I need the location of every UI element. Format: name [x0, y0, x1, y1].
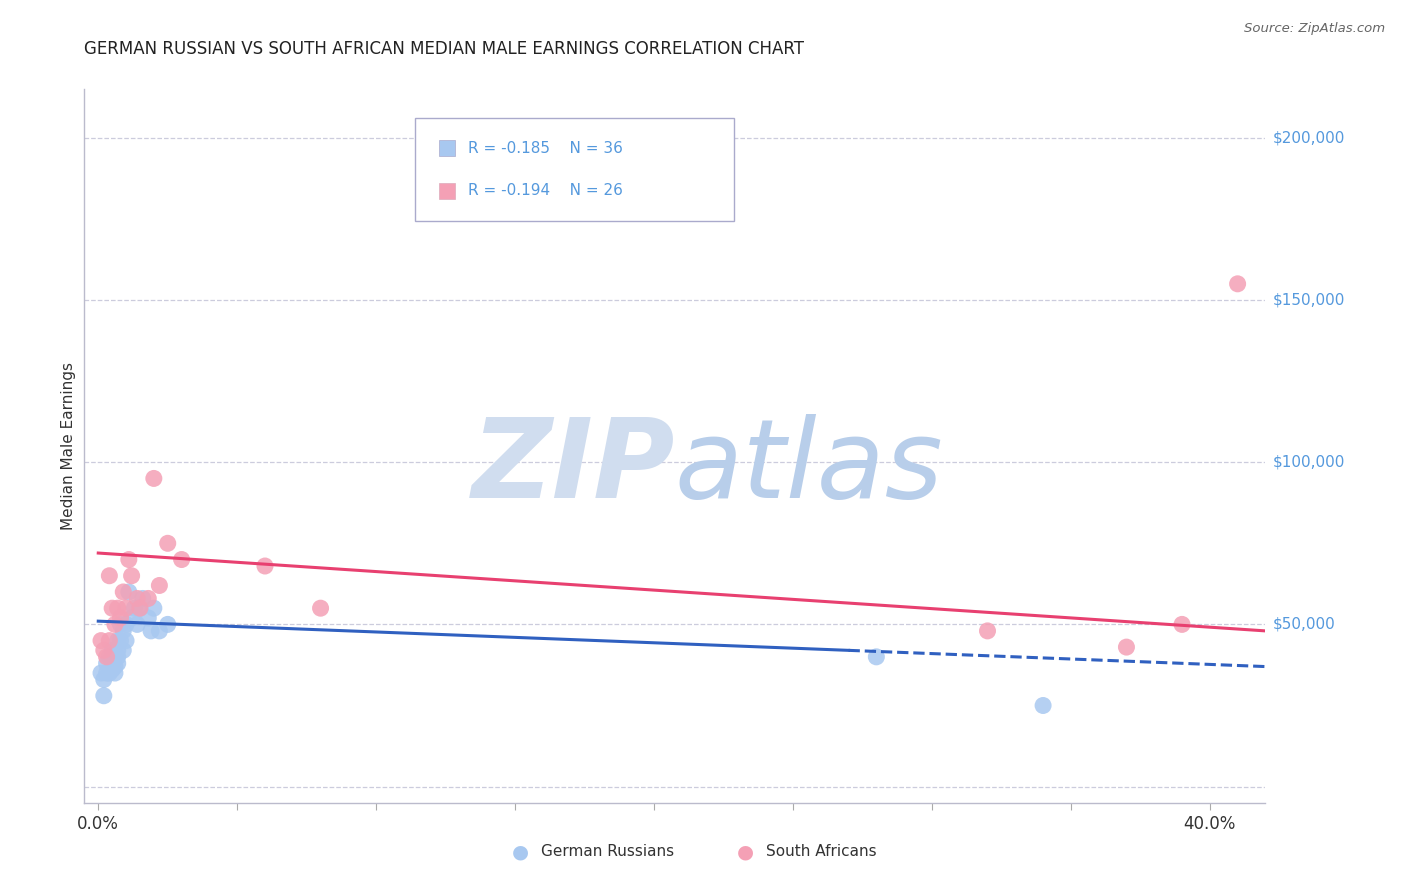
Point: [101, 643, 124, 657]
Point: [98, 666, 121, 681]
Text: R = -0.194    N = 26: R = -0.194 N = 26: [468, 183, 623, 198]
Point: [127, 591, 149, 606]
Point: [156, 536, 179, 550]
Point: [104, 659, 127, 673]
Point: [107, 633, 129, 648]
Point: [129, 601, 152, 615]
Text: ●: ●: [512, 842, 529, 862]
Point: [136, 591, 159, 606]
Point: [309, 601, 332, 615]
Point: [121, 568, 143, 582]
Point: [129, 601, 152, 615]
Point: [121, 611, 143, 625]
Text: R = -0.185    N = 36: R = -0.185 N = 36: [468, 141, 623, 156]
Point: [110, 633, 132, 648]
Y-axis label: Median Male Earnings: Median Male Earnings: [60, 362, 76, 530]
Point: [115, 601, 138, 615]
Point: [101, 601, 124, 615]
Point: [93, 689, 115, 703]
Point: [93, 643, 115, 657]
Point: [170, 552, 193, 566]
Point: [104, 617, 127, 632]
Text: atlas: atlas: [675, 414, 943, 521]
Point: [1226, 277, 1249, 291]
Point: [253, 559, 276, 574]
Text: $150,000: $150,000: [1272, 293, 1344, 308]
Point: [112, 585, 135, 599]
Point: [112, 643, 135, 657]
Point: [96, 649, 118, 664]
Point: [110, 617, 132, 632]
Text: GERMAN RUSSIAN VS SOUTH AFRICAN MEDIAN MALE EARNINGS CORRELATION CHART: GERMAN RUSSIAN VS SOUTH AFRICAN MEDIAN M…: [84, 40, 804, 58]
Text: Source: ZipAtlas.com: Source: ZipAtlas.com: [1244, 22, 1385, 36]
Point: [98, 568, 121, 582]
Point: [98, 633, 121, 648]
Point: [110, 611, 132, 625]
Point: [142, 471, 165, 485]
Point: [90, 666, 112, 681]
Point: [148, 624, 170, 638]
Point: [112, 624, 135, 638]
Text: $200,000: $200,000: [1272, 130, 1344, 145]
Point: [127, 617, 149, 632]
Point: [118, 552, 141, 566]
Text: ZIP: ZIP: [471, 414, 675, 521]
Text: $100,000: $100,000: [1272, 455, 1344, 470]
Point: [107, 649, 129, 664]
Point: [107, 601, 129, 615]
Text: South Africans: South Africans: [766, 845, 877, 859]
Point: [142, 601, 165, 615]
Point: [136, 611, 159, 625]
Point: [101, 657, 124, 671]
Point: [1032, 698, 1054, 713]
Text: German Russians: German Russians: [541, 845, 675, 859]
Point: [96, 666, 118, 681]
Text: ●: ●: [737, 842, 754, 862]
Point: [1171, 617, 1194, 632]
Point: [139, 624, 162, 638]
Point: [148, 578, 170, 592]
Point: [118, 585, 141, 599]
Point: [115, 617, 138, 632]
Text: $50,000: $50,000: [1272, 617, 1336, 632]
Point: [976, 624, 998, 638]
Point: [132, 591, 155, 606]
Point: [96, 657, 118, 671]
Point: [98, 649, 121, 664]
Point: [90, 633, 112, 648]
Point: [156, 617, 179, 632]
Point: [93, 673, 115, 687]
Point: [1115, 640, 1137, 654]
Point: [104, 649, 127, 664]
Point: [124, 601, 146, 615]
Point: [107, 657, 129, 671]
FancyBboxPatch shape: [415, 118, 734, 221]
Point: [104, 666, 127, 681]
Point: [107, 643, 129, 657]
Point: [865, 649, 887, 664]
Point: [101, 663, 124, 677]
Point: [115, 633, 138, 648]
